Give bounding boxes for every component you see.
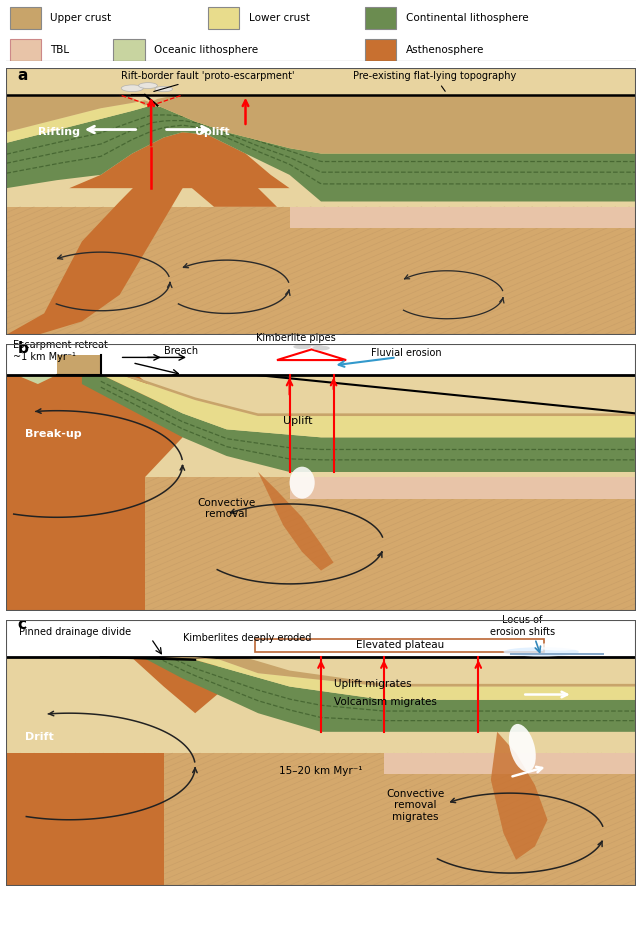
Polygon shape (258, 472, 334, 570)
Text: Pre-existing flat-lying topography: Pre-existing flat-lying topography (352, 71, 516, 92)
Ellipse shape (290, 467, 315, 498)
Text: Breach: Breach (164, 346, 198, 355)
Text: b: b (18, 341, 29, 356)
Text: Volcanism migrates: Volcanism migrates (334, 698, 437, 707)
Bar (10, 39, 41, 61)
Ellipse shape (139, 82, 157, 89)
Polygon shape (6, 620, 227, 886)
Text: Rifting: Rifting (38, 127, 80, 137)
Ellipse shape (312, 346, 330, 351)
Polygon shape (132, 633, 636, 732)
Bar (6, 753, 164, 886)
Polygon shape (6, 344, 182, 611)
Text: Pinned drainage divide: Pinned drainage divide (19, 626, 131, 637)
Polygon shape (56, 354, 101, 375)
Text: TBL: TBL (51, 45, 69, 55)
Text: Kimberlites deeply eroded: Kimberlites deeply eroded (182, 633, 311, 643)
Text: Lower crust: Lower crust (248, 13, 309, 23)
Text: Asthenosphere: Asthenosphere (406, 45, 484, 55)
Polygon shape (6, 100, 636, 153)
Text: Uplift: Uplift (283, 416, 313, 426)
Bar (6, 344, 636, 375)
Ellipse shape (509, 724, 536, 771)
Text: Elevated plateau: Elevated plateau (356, 640, 444, 650)
Text: Escarpment retreat
~1 km Myr⁻¹: Escarpment retreat ~1 km Myr⁻¹ (13, 340, 108, 362)
Polygon shape (69, 132, 290, 188)
Bar (6, 207, 636, 335)
Polygon shape (101, 626, 636, 686)
Text: 15–20 km Myr⁻¹: 15–20 km Myr⁻¹ (279, 767, 363, 776)
Bar (6, 477, 145, 611)
Bar (10, 7, 41, 29)
Polygon shape (119, 626, 636, 699)
Polygon shape (69, 357, 636, 438)
Polygon shape (290, 207, 636, 228)
Text: Drift: Drift (25, 732, 54, 741)
Text: Uplift migrates: Uplift migrates (334, 679, 412, 688)
Ellipse shape (306, 341, 324, 347)
Polygon shape (82, 366, 636, 472)
Text: Convective
removal
migrates: Convective removal migrates (386, 788, 444, 822)
Text: Convective
removal: Convective removal (198, 497, 256, 519)
Text: Kimberlite pipes: Kimberlite pipes (256, 334, 336, 343)
Text: Oceanic lithosphere: Oceanic lithosphere (154, 45, 258, 55)
Bar (365, 7, 397, 29)
Ellipse shape (503, 647, 579, 656)
Text: Rift-border fault 'proto-escarpment': Rift-border fault 'proto-escarpment' (121, 71, 295, 92)
Polygon shape (384, 753, 636, 774)
Polygon shape (6, 169, 277, 335)
Text: Uplift: Uplift (195, 127, 230, 137)
Polygon shape (6, 354, 82, 384)
Bar (365, 39, 397, 61)
Text: Upper crust: Upper crust (51, 13, 112, 23)
Text: a: a (18, 68, 28, 83)
Polygon shape (6, 94, 636, 153)
Ellipse shape (121, 85, 143, 92)
Bar (6, 753, 636, 886)
Polygon shape (510, 654, 604, 655)
Text: Continental lithosphere: Continental lithosphere (406, 13, 528, 23)
Polygon shape (6, 106, 636, 201)
Text: Fluvial erosion: Fluvial erosion (371, 348, 442, 358)
Bar (208, 7, 239, 29)
Polygon shape (491, 732, 548, 860)
FancyBboxPatch shape (255, 640, 544, 652)
Bar (6, 477, 636, 611)
Polygon shape (6, 633, 132, 652)
Text: Break-up: Break-up (25, 429, 82, 439)
Ellipse shape (293, 344, 311, 349)
Text: c: c (18, 617, 27, 632)
Polygon shape (56, 354, 636, 416)
Text: Locus of
erosion shifts: Locus of erosion shifts (490, 615, 555, 637)
Polygon shape (290, 477, 636, 498)
Bar (114, 39, 145, 61)
Polygon shape (101, 657, 227, 660)
Ellipse shape (155, 86, 173, 92)
Ellipse shape (535, 642, 586, 651)
Bar (6, 753, 636, 886)
Bar (6, 620, 636, 657)
